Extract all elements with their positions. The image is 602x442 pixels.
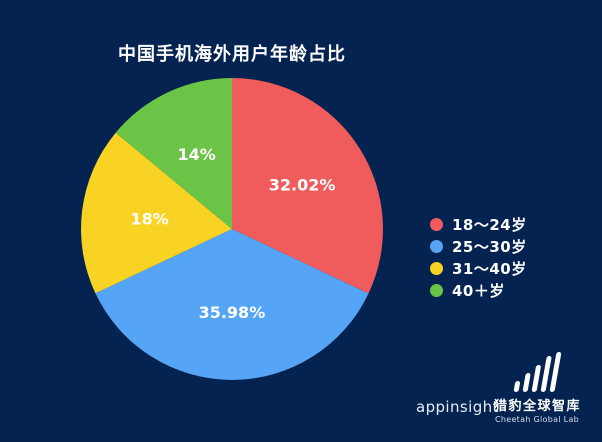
chart-title: 中国手机海外用户年龄占比: [118, 44, 346, 65]
legend-item: 31～40岁: [430, 257, 527, 279]
legend-dot-icon: [430, 239, 443, 253]
bar-chart-icon: [490, 352, 583, 392]
bar-chart-icon-bar: [512, 381, 520, 392]
pie-slice-0: [232, 78, 383, 294]
legend-dot-icon: [430, 283, 443, 297]
legend-dot-icon: [430, 217, 443, 231]
bar-chart-icon-bar: [530, 365, 541, 392]
lab-name-english: Cheetah Global Lab: [494, 415, 580, 424]
pie-slice-3: [115, 78, 232, 229]
pie-slice-value-label: 35.98%: [199, 303, 266, 322]
pie-slice-value-label: 18%: [130, 210, 168, 229]
cheetah-lab-logo: 猎豹全球智库 Cheetah Global Lab: [494, 352, 580, 424]
lab-name-chinese: 猎豹全球智库: [494, 399, 582, 414]
legend: 18～24岁 25～30岁 31～40岁 40＋岁: [430, 213, 527, 301]
legend-item: 18～24岁: [430, 213, 527, 235]
legend-label: 31～40岁: [452, 259, 527, 278]
appinsight-logo: appinsight: [416, 398, 499, 416]
legend-dot-icon: [430, 261, 443, 275]
legend-label: 40＋岁: [452, 281, 505, 300]
pie-slice-1: [95, 229, 369, 380]
legend-label: 18～24岁: [452, 215, 527, 234]
bar-chart-icon-bar: [521, 373, 531, 392]
pie-slice-value-label: 14%: [177, 145, 215, 164]
pie-slice-2: [81, 132, 232, 294]
legend-item: 40＋岁: [430, 279, 527, 301]
legend-label: 25～30岁: [452, 237, 527, 256]
legend-item: 25～30岁: [430, 235, 527, 257]
pie-slice-value-label: 32.02%: [269, 176, 336, 195]
